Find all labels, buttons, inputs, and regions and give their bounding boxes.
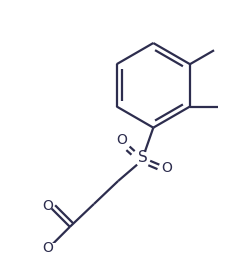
Text: O: O	[42, 199, 53, 213]
Text: O: O	[116, 133, 127, 147]
Text: S: S	[137, 150, 147, 165]
Text: O: O	[160, 161, 171, 174]
Text: O: O	[42, 241, 53, 254]
